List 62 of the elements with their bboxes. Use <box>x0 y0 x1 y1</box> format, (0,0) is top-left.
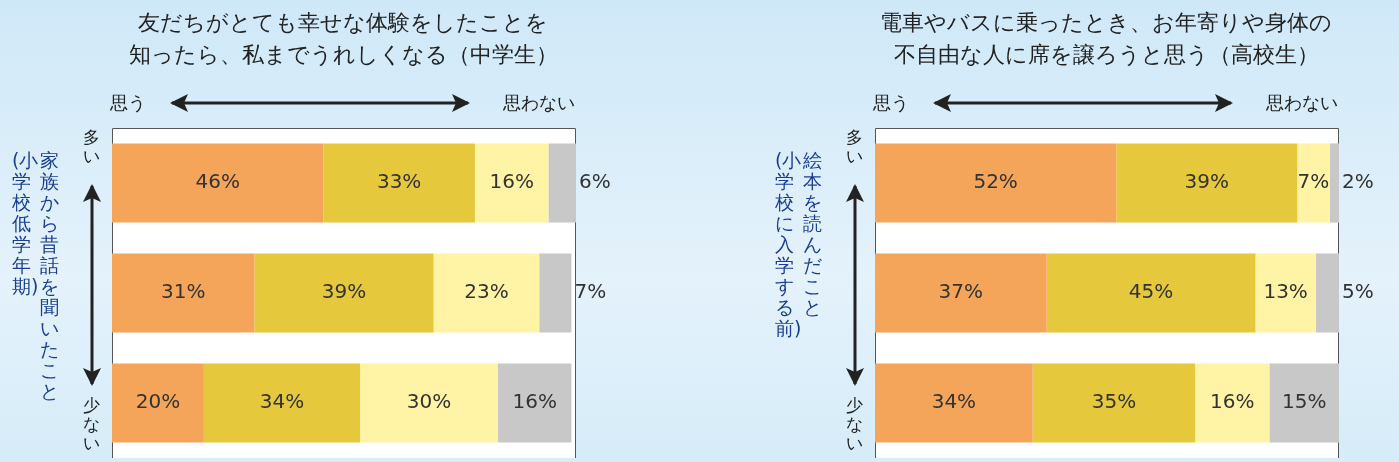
bar <box>1329 143 1339 223</box>
data-label: 34% <box>259 389 305 414</box>
bar <box>360 363 498 443</box>
bar <box>474 143 549 223</box>
data-label: 15% <box>1281 389 1327 414</box>
data-label: 6% <box>579 169 611 194</box>
text: 家族から昔話を聞いたこと (小学校低学年期) <box>12 149 60 402</box>
bar <box>112 143 324 223</box>
data-label: 31% <box>160 279 206 304</box>
bar <box>112 363 204 443</box>
bar <box>1269 363 1339 443</box>
text: 絵本を読んだこと (小学校に入学する前) <box>775 149 823 339</box>
bar <box>1315 253 1339 333</box>
bar <box>539 253 572 333</box>
data-label: 2% <box>1342 169 1374 194</box>
data-label: 34% <box>931 389 977 414</box>
data-label: 13% <box>1263 279 1308 304</box>
bar <box>1116 143 1298 223</box>
bar <box>323 143 475 223</box>
data-label: 30% <box>406 389 452 414</box>
bar <box>497 363 572 443</box>
data-label: 16% <box>512 389 557 414</box>
data-label: 39% <box>321 279 367 304</box>
bar <box>254 253 434 333</box>
data-label: 45% <box>1128 279 1174 304</box>
bar <box>875 143 1117 223</box>
bar <box>1046 253 1256 333</box>
bar <box>875 253 1047 333</box>
data-label: 16% <box>1210 389 1255 414</box>
bar <box>1297 143 1330 223</box>
bar <box>875 363 1033 443</box>
text: 少ない <box>846 395 864 453</box>
chart-title: 電車やバスに乗ったとき、お年寄りや身体の <box>879 9 1333 37</box>
text: 多い <box>846 127 864 166</box>
data-label: 16% <box>489 169 534 194</box>
bar <box>433 253 540 333</box>
data-label: 39% <box>1184 169 1229 194</box>
text: 多い <box>83 127 101 166</box>
text: 思う <box>110 91 146 115</box>
bar <box>1255 253 1316 333</box>
bar <box>548 143 576 223</box>
data-label: 52% <box>973 169 1018 194</box>
bar <box>203 363 361 443</box>
text: 少ない <box>83 395 101 453</box>
data-label: 5% <box>1342 279 1374 304</box>
text: 思わない <box>1266 91 1338 115</box>
chart-subtitle: 不自由な人に席を譲ろうと思う（高校生） <box>892 41 1320 69</box>
data-label: 46% <box>195 169 240 194</box>
data-label: 7% <box>574 279 607 304</box>
data-label: 23% <box>464 279 509 304</box>
bar <box>1032 363 1196 443</box>
text: 思う <box>873 91 909 115</box>
chart-title: 友だちがとても幸せな体験をしたことを <box>137 9 549 37</box>
data-label: 7% <box>1297 169 1330 194</box>
data-label: 37% <box>938 279 984 304</box>
bar <box>1195 363 1270 443</box>
data-label: 33% <box>376 169 422 194</box>
data-label: 35% <box>1091 389 1137 414</box>
text: 思わない <box>503 91 575 115</box>
bar <box>112 253 255 333</box>
data-label: 20% <box>135 389 181 414</box>
chart-subtitle: 知ったら、私までうれしくなる（中学生） <box>127 41 559 69</box>
